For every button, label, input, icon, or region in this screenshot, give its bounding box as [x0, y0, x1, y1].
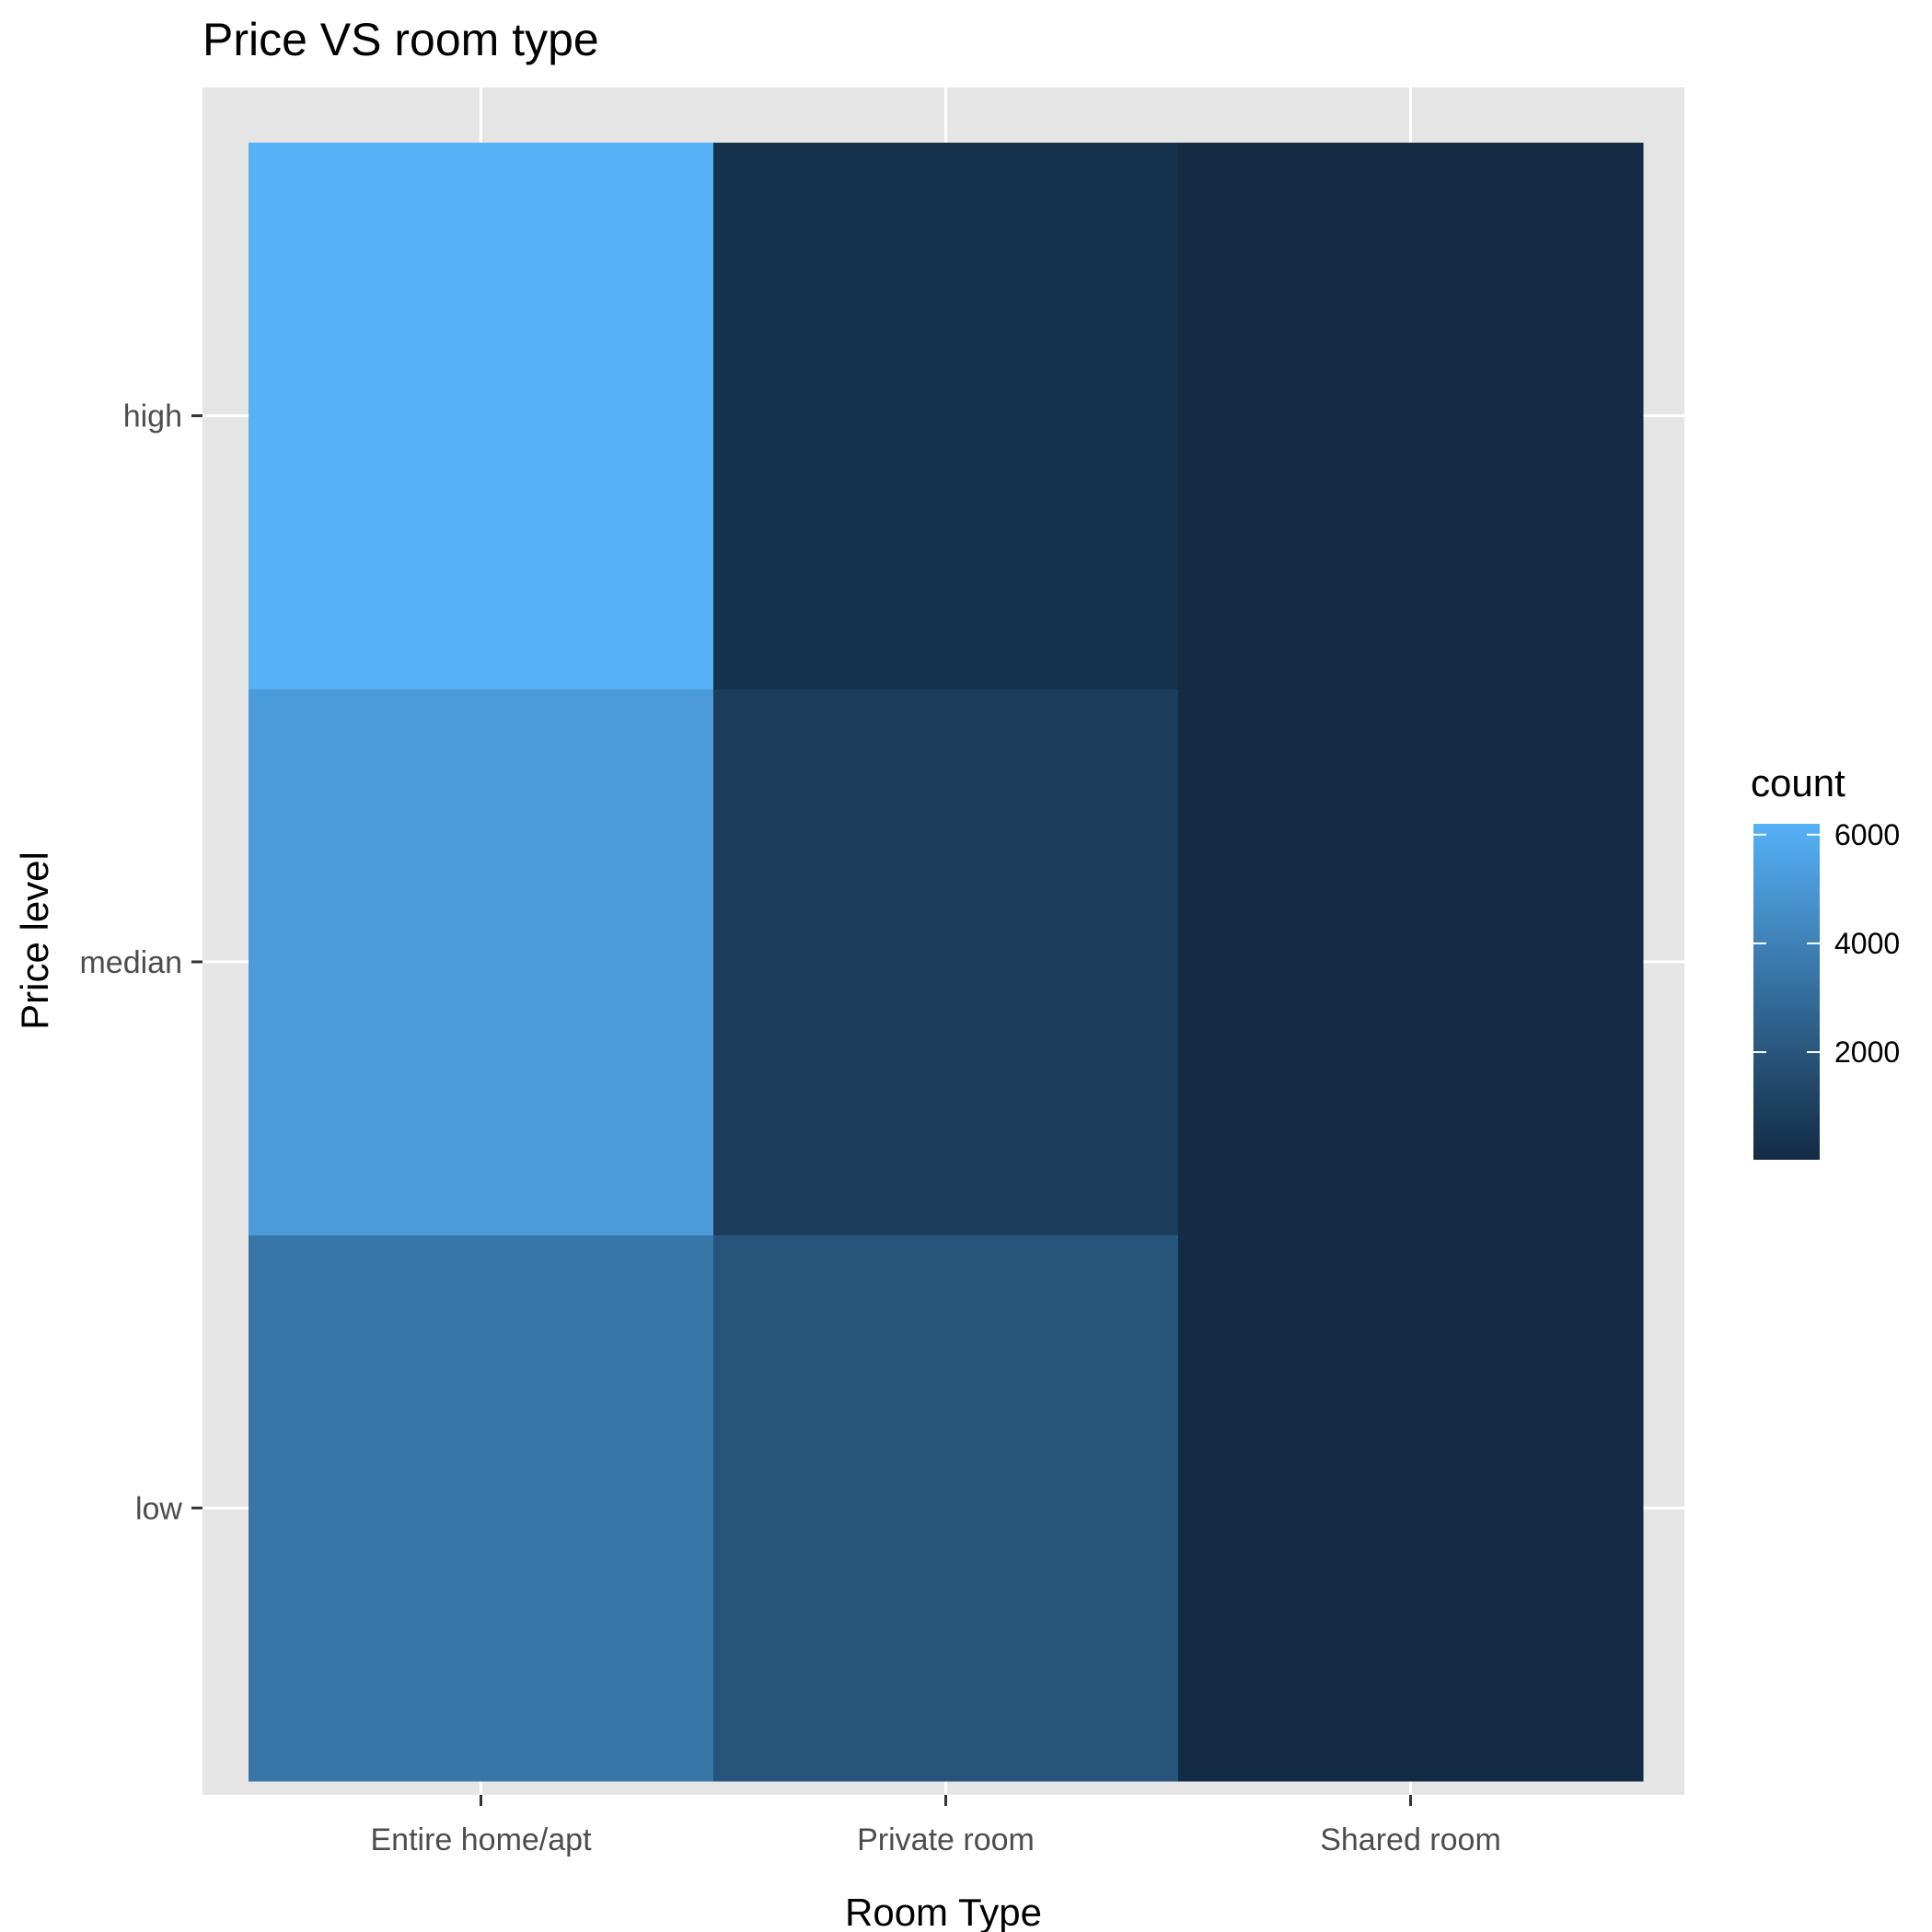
heatmap-tile [1178, 688, 1644, 1236]
x-axis: Entire home/apt Private room Shared room [370, 1795, 1501, 1857]
y-axis-title: Price level [13, 851, 56, 1030]
y-tick-label: high [123, 399, 182, 434]
y-tick-label: median [79, 945, 182, 980]
legend-tick-label: 6000 [1834, 818, 1900, 851]
heatmap-tile [713, 1234, 1179, 1782]
legend-tick-label: 4000 [1834, 927, 1900, 960]
legend-tick-label: 2000 [1834, 1035, 1900, 1069]
x-axis-title: Room Type [845, 1891, 1042, 1932]
heatmap-tile [1178, 1234, 1644, 1782]
legend-colorbar [1753, 824, 1820, 1160]
heatmap-tiles [249, 143, 1644, 1782]
x-tick-label: Shared room [1320, 1822, 1501, 1857]
y-axis: low median high [79, 399, 202, 1526]
legend-ticks: 2000 4000 6000 [1753, 818, 1900, 1069]
heatmap-tile [249, 143, 714, 689]
legend-title: count [1751, 761, 1845, 804]
heatmap-tile [249, 1234, 714, 1782]
heatmap-tile [1178, 143, 1644, 689]
heatmap-tile [249, 688, 714, 1236]
heatmap-tile [713, 688, 1179, 1236]
y-tick-label: low [135, 1491, 182, 1526]
x-tick-label: Entire home/apt [370, 1822, 592, 1857]
chart-title: Price VS room type [202, 14, 599, 65]
heatmap-tile [713, 143, 1179, 689]
color-legend: count 2000 4000 6000 [1751, 761, 1900, 1160]
x-tick-label: Private room [857, 1822, 1035, 1857]
